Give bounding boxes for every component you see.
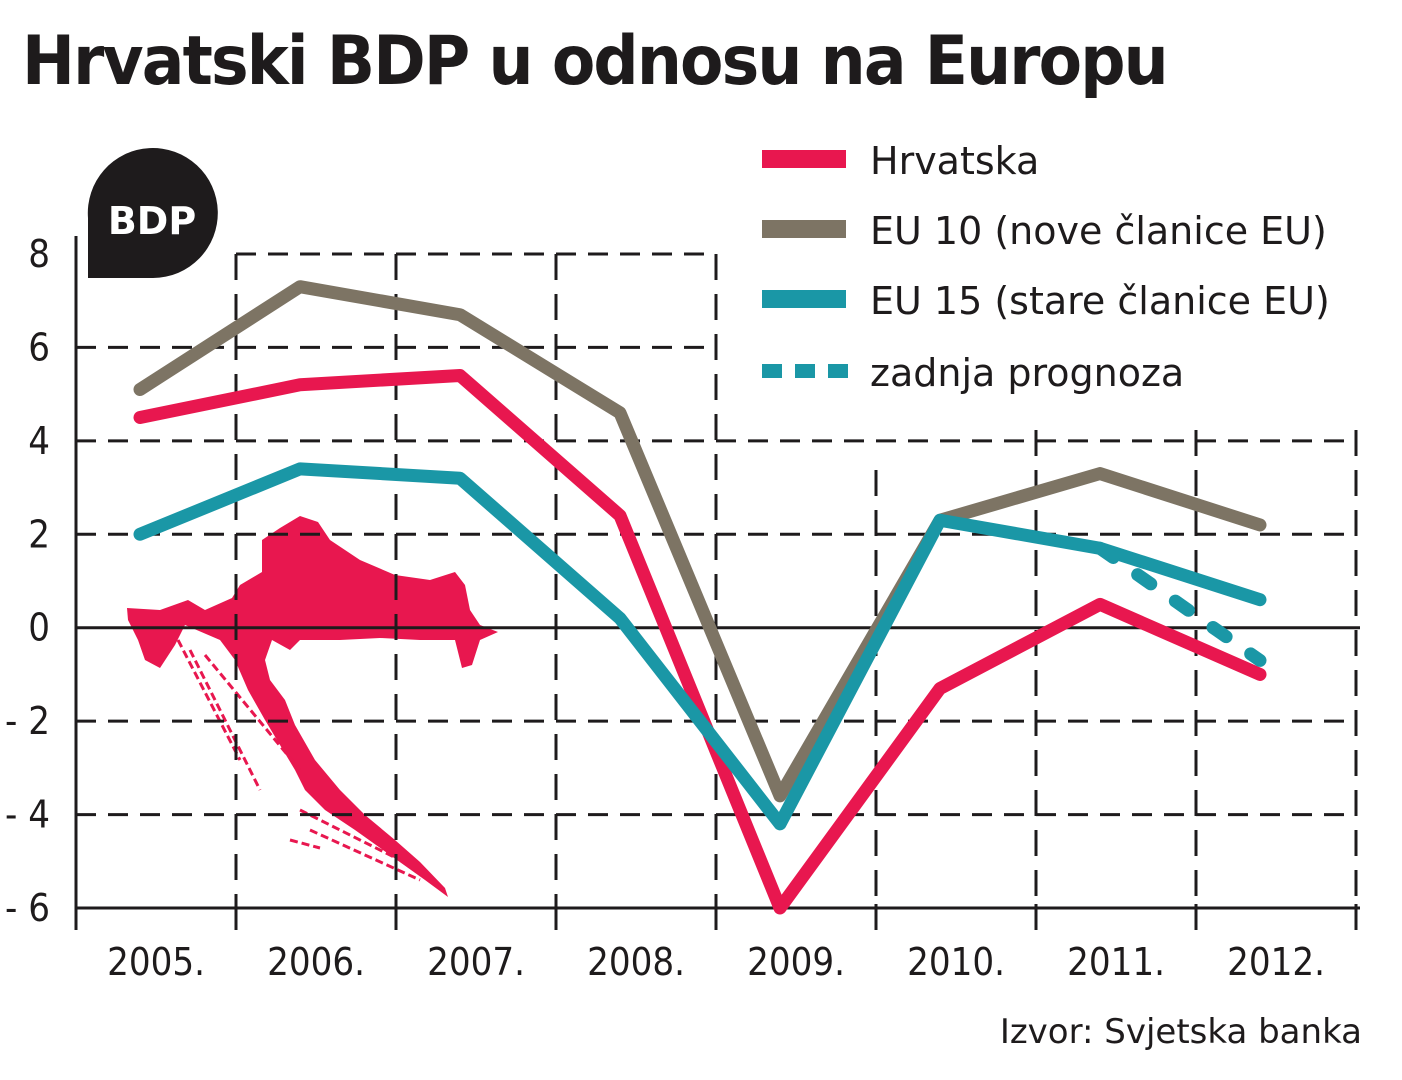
y-tick-label: - 4 — [5, 793, 50, 837]
y-tick-label: 2 — [28, 512, 50, 556]
series-lines — [133, 280, 1267, 915]
x-tick-label: 2009. — [747, 940, 845, 984]
y-tick-label: - 6 — [5, 886, 50, 930]
series-line-eu10 — [133, 280, 1267, 803]
series-line-eu15 — [133, 462, 1267, 831]
badge-shape — [87, 148, 218, 278]
legend-label: Hrvatska — [870, 139, 1039, 183]
legend-item-prognoza: zadnja prognoza — [762, 351, 1184, 395]
island-mark — [176, 639, 242, 761]
legend-swatch-dash — [762, 364, 782, 378]
bdp-badge: BDP — [87, 148, 218, 278]
y-tick-label: 8 — [28, 232, 50, 276]
x-tick-label: 2005. — [107, 940, 205, 984]
series-prognoza — [1093, 541, 1267, 667]
y-tick-label: 0 — [28, 606, 50, 650]
x-tick-label: 2006. — [267, 940, 365, 984]
legend-item-eu15: EU 15 (stare članice EU) — [762, 279, 1330, 323]
x-tick-label: 2010. — [907, 940, 1005, 984]
y-tick-labels: 8 6 4 2 0 - 2 - 4 - 6 — [5, 232, 50, 930]
x-tick-labels: 2005. 2006. 2007. 2008. 2009. 2010. 2011. 2012. — [107, 940, 1325, 984]
series-hrvatska — [133, 368, 1267, 915]
legend-swatch-dash — [828, 364, 848, 378]
x-tick-label: 2008. — [587, 940, 685, 984]
island-mark — [289, 838, 321, 850]
series-line-hrvatska — [133, 368, 1267, 915]
legend-label: EU 10 (nove članice EU) — [870, 209, 1327, 253]
island-mark — [188, 649, 262, 791]
grid — [76, 252, 1358, 920]
badge-label: BDP — [108, 199, 196, 243]
y-tick-label: 4 — [28, 419, 50, 463]
legend-label: EU 15 (stare članice EU) — [870, 279, 1330, 323]
legend-swatch — [762, 220, 846, 238]
croatia-map-icon — [127, 516, 498, 897]
x-tick-label: 2012. — [1227, 940, 1325, 984]
island-mark — [203, 654, 302, 771]
chart-title: Hrvatski BDP u odnosu na Europu — [22, 22, 1169, 101]
legend-item-eu10: EU 10 (nove članice EU) — [762, 209, 1327, 253]
legend-label: zadnja prognoza — [870, 351, 1184, 395]
legend-swatch — [762, 150, 846, 168]
x-tick-label: 2011. — [1067, 940, 1165, 984]
island-mark — [299, 808, 401, 862]
x-tick-label: 2007. — [427, 940, 525, 984]
croatia-map-shape — [127, 516, 498, 897]
y-tick-label: - 2 — [5, 699, 50, 743]
legend-swatch — [762, 290, 846, 308]
legend-swatch-dash — [795, 364, 815, 378]
series-line-prognoza — [1093, 541, 1267, 667]
island-mark — [309, 828, 421, 882]
legend: Hrvatska EU 10 (nove članice EU) EU 15 (st… — [762, 139, 1330, 395]
y-tick-label: 6 — [28, 325, 50, 369]
legend-item-hrvatska: Hrvatska — [762, 139, 1039, 183]
source-note: Izvor: Svjetska banka — [1000, 1012, 1362, 1052]
